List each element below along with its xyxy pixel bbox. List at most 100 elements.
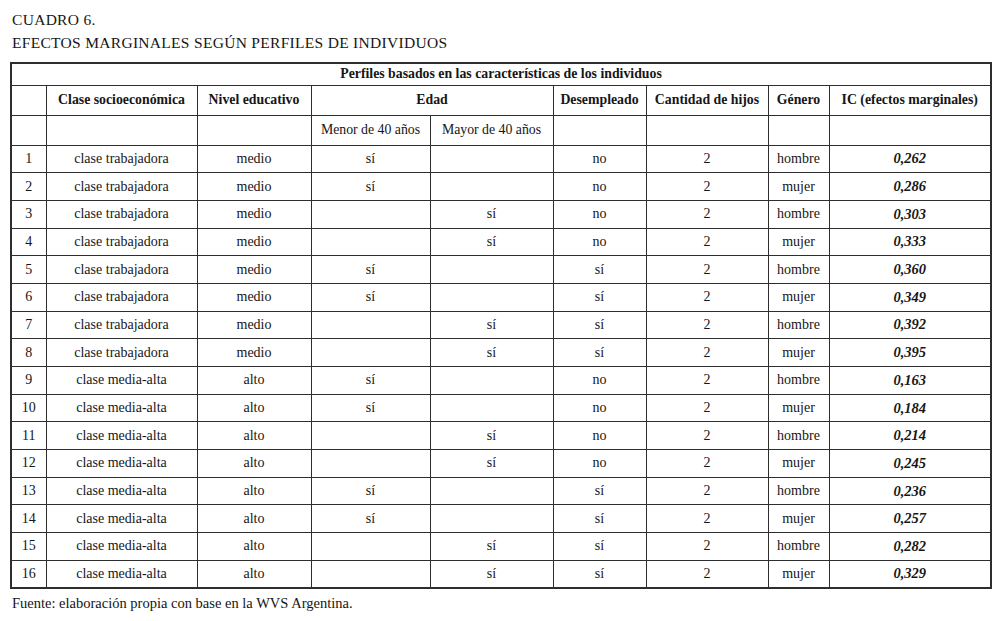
cell-menor bbox=[311, 533, 430, 561]
subheader-menor: Menor de 40 años bbox=[311, 115, 430, 145]
cell-ic: 0,262 bbox=[829, 145, 991, 173]
cell-nivel: medio bbox=[197, 145, 311, 173]
subheader-empty bbox=[46, 115, 197, 145]
cell-desempleado: no bbox=[553, 173, 646, 201]
cell-clase: clase trabajadora bbox=[46, 339, 197, 367]
cell-hijos: 2 bbox=[646, 422, 768, 450]
cell-clase: clase media-alta bbox=[46, 367, 197, 395]
cell-ic: 0,329 bbox=[829, 560, 991, 588]
cell-mayor: sí bbox=[430, 228, 553, 256]
cell-hijos: 2 bbox=[646, 450, 768, 478]
group-header-row: Perfiles basados en las características … bbox=[11, 63, 991, 85]
cell-menor bbox=[311, 200, 430, 228]
cell-genero: hombre bbox=[768, 422, 829, 450]
cell-genero: mujer bbox=[768, 394, 829, 422]
cell-hijos: 2 bbox=[646, 228, 768, 256]
caption-title: EFECTOS MARGINALES SEGÚN PERFILES DE IND… bbox=[12, 31, 447, 54]
cell-clase: clase trabajadora bbox=[46, 256, 197, 284]
cell-ic: 0,286 bbox=[829, 173, 991, 201]
cell-num: 2 bbox=[11, 173, 46, 201]
cell-hijos: 2 bbox=[646, 394, 768, 422]
cell-genero: mujer bbox=[768, 450, 829, 478]
cell-genero: mujer bbox=[768, 339, 829, 367]
cell-genero: mujer bbox=[768, 228, 829, 256]
header-genero: Género bbox=[768, 85, 829, 115]
cell-num: 1 bbox=[11, 145, 46, 173]
subheader-empty bbox=[829, 115, 991, 145]
table-row: 1clase trabajadoramediosíno2hombre0,262 bbox=[11, 145, 991, 173]
cell-mayor bbox=[430, 477, 553, 505]
cell-genero: mujer bbox=[768, 505, 829, 533]
cell-menor: sí bbox=[311, 256, 430, 284]
cell-num: 13 bbox=[11, 477, 46, 505]
cell-mayor bbox=[430, 505, 553, 533]
cell-hijos: 2 bbox=[646, 283, 768, 311]
cell-ic: 0,257 bbox=[829, 505, 991, 533]
cell-hijos: 2 bbox=[646, 505, 768, 533]
cell-num: 4 bbox=[11, 228, 46, 256]
cell-mayor bbox=[430, 367, 553, 395]
header-ic: IC (efectos marginales) bbox=[829, 85, 991, 115]
header-clase: Clase socioeconómica bbox=[46, 85, 197, 115]
cell-mayor bbox=[430, 283, 553, 311]
cell-desempleado: sí bbox=[553, 311, 646, 339]
cell-genero: hombre bbox=[768, 367, 829, 395]
header-hijos: Cantidad de hijos bbox=[646, 85, 768, 115]
subheader-empty bbox=[553, 115, 646, 145]
cell-menor: sí bbox=[311, 283, 430, 311]
cell-genero: hombre bbox=[768, 311, 829, 339]
cell-hijos: 2 bbox=[646, 477, 768, 505]
cell-menor bbox=[311, 311, 430, 339]
cell-ic: 0,303 bbox=[829, 200, 991, 228]
cell-mayor: sí bbox=[430, 560, 553, 588]
cell-mayor: sí bbox=[430, 450, 553, 478]
subheader-empty bbox=[768, 115, 829, 145]
cell-genero: mujer bbox=[768, 560, 829, 588]
cell-mayor: sí bbox=[430, 339, 553, 367]
table-row: 4clase trabajadoramediosíno2mujer0,333 bbox=[11, 228, 991, 256]
table-row: 2clase trabajadoramediosíno2mujer0,286 bbox=[11, 173, 991, 201]
cell-clase: clase trabajadora bbox=[46, 145, 197, 173]
cell-desempleado: no bbox=[553, 367, 646, 395]
cell-hijos: 2 bbox=[646, 311, 768, 339]
table-row: 15clase media-altaaltosísí2hombre0,282 bbox=[11, 533, 991, 561]
header-edad: Edad bbox=[311, 85, 553, 115]
table-row: 14clase media-altaaltosísí2mujer0,257 bbox=[11, 505, 991, 533]
cell-genero: hombre bbox=[768, 145, 829, 173]
cell-mayor: sí bbox=[430, 422, 553, 450]
cell-num: 11 bbox=[11, 422, 46, 450]
cell-desempleado: sí bbox=[553, 256, 646, 284]
table-caption: CUADRO 6. EFECTOS MARGINALES SEGÚN PERFI… bbox=[12, 8, 447, 54]
cell-nivel: medio bbox=[197, 283, 311, 311]
cell-num: 3 bbox=[11, 200, 46, 228]
cell-genero: mujer bbox=[768, 173, 829, 201]
cell-desempleado: sí bbox=[553, 339, 646, 367]
cell-desempleado: sí bbox=[553, 533, 646, 561]
cell-clase: clase trabajadora bbox=[46, 228, 197, 256]
cell-ic: 0,214 bbox=[829, 422, 991, 450]
cell-nivel: medio bbox=[197, 228, 311, 256]
cell-desempleado: sí bbox=[553, 477, 646, 505]
cell-desempleado: no bbox=[553, 422, 646, 450]
cell-clase: clase media-alta bbox=[46, 560, 197, 588]
cell-num: 7 bbox=[11, 311, 46, 339]
cell-clase: clase trabajadora bbox=[46, 311, 197, 339]
cell-nivel: medio bbox=[197, 200, 311, 228]
cell-mayor bbox=[430, 173, 553, 201]
cell-nivel: alto bbox=[197, 505, 311, 533]
cell-genero: hombre bbox=[768, 477, 829, 505]
cell-nivel: alto bbox=[197, 533, 311, 561]
cell-desempleado: sí bbox=[553, 283, 646, 311]
cell-ic: 0,349 bbox=[829, 283, 991, 311]
cell-menor bbox=[311, 450, 430, 478]
cell-desempleado: sí bbox=[553, 505, 646, 533]
cell-ic: 0,395 bbox=[829, 339, 991, 367]
cell-desempleado: no bbox=[553, 450, 646, 478]
cell-menor bbox=[311, 228, 430, 256]
cell-desempleado: no bbox=[553, 145, 646, 173]
cell-menor: sí bbox=[311, 394, 430, 422]
cell-mayor bbox=[430, 256, 553, 284]
cell-nivel: alto bbox=[197, 560, 311, 588]
cell-desempleado: no bbox=[553, 200, 646, 228]
cell-clase: clase trabajadora bbox=[46, 283, 197, 311]
